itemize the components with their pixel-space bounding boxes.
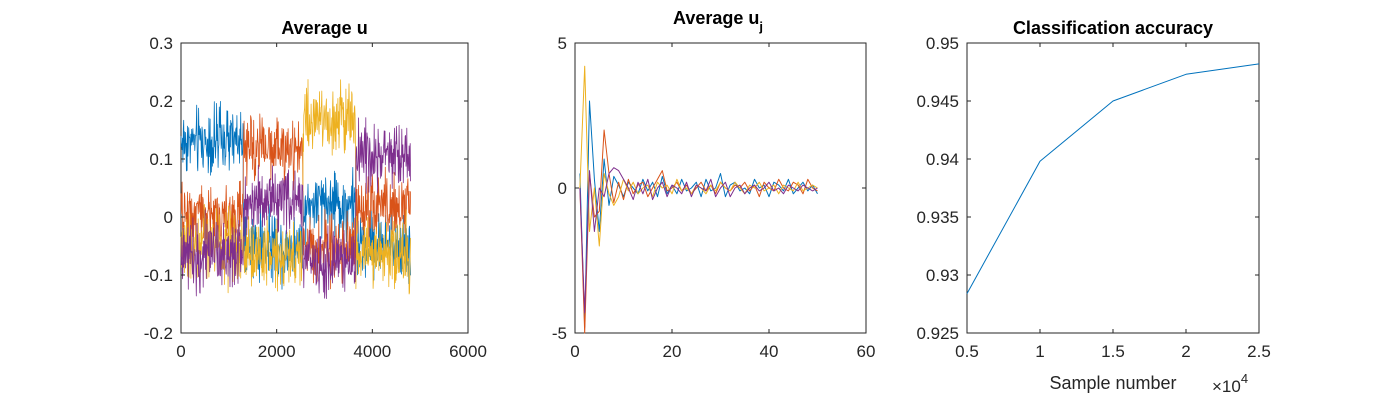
x-tick-label: 1 [1035,342,1044,361]
y-tick-label: 0.2 [149,92,173,111]
y-tick-label: 0 [558,179,567,198]
y-tick-label: 0.93 [926,266,959,285]
series-line-1 [966,63,1260,294]
x-tick-label: 60 [857,342,876,361]
series-layer-average-uj [579,65,818,334]
x-tick-label: 40 [760,342,779,361]
y-tick-label: 0.95 [926,34,959,53]
x-tick-label: 2 [1181,342,1190,361]
x-tick-label: 0.5 [955,342,979,361]
tick-layer-average-u: 0 2000 4000 6000 -0.2 -0.1 0 0.1 0.2 0.3 [144,34,487,361]
plot-area-classification-accuracy [966,42,1260,334]
y-tick-label: 0.925 [916,324,959,343]
series-line-3 [180,79,411,295]
y-tick-label: 5 [558,34,567,53]
axes-average-u: Average u 0 2000 4000 6000 -0.2 -0.1 0 0.1 0.2 0.… [144,18,487,361]
chart-title-average-u: Average u [281,18,367,38]
x-tick-label: 6000 [449,342,487,361]
y-tick-label: 0.935 [916,208,959,227]
x-tick-label: 0 [570,342,579,361]
x-tick-label: 20 [663,342,682,361]
y-tick-label: 0.3 [149,34,173,53]
chart-title-average-uj-subscript: j [758,19,763,34]
y-tick-label: 0 [164,208,173,227]
tick-layer-average-uj: 0 20 40 60-505 [552,34,876,361]
chart-title-classification-accuracy: Classification accuracy [1013,18,1213,38]
chart-title-average-uj: Average uj [673,8,763,34]
y-tick-label: 0.945 [916,92,959,111]
series-line-1 [579,100,818,328]
x-axis-label: Sample number [1049,373,1176,393]
chart-title-average-uj-main: Average u [673,8,759,28]
series-line-4 [180,117,411,299]
x-tick-label: 0 [176,342,185,361]
axes-classification-accuracy: Classification accuracy 0.5 1 1.5 2 2.5 0.925… [916,18,1270,396]
x-axis-exponent: ×104 [1212,371,1248,396]
x-axis-exponent-base: ×10 [1212,377,1241,396]
axes-average-uj: Average uj 0 20 40 60-505 [552,8,876,361]
series-layer-classification-accuracy [966,63,1260,294]
x-tick-label: 2000 [258,342,296,361]
y-tick-label: -5 [552,324,567,343]
y-tick-label: -0.2 [144,324,173,343]
y-tick-label: 0.1 [149,150,173,169]
x-axis-exponent-power: 4 [1241,371,1248,386]
x-tick-label: 4000 [353,342,391,361]
x-tick-label: 1.5 [1101,342,1125,361]
x-tick-label: 2.5 [1247,342,1271,361]
series-line-2 [579,129,818,334]
tick-layer-classification-accuracy: 0.5 1 1.5 2 2.5 0.925 0.93 0.935 0.94 0.945 0.95 [916,34,1270,361]
series-layer-average-u [180,79,411,299]
series-line-4 [579,167,818,314]
y-tick-label: 0.94 [926,150,959,169]
y-tick-label: -0.1 [144,266,173,285]
